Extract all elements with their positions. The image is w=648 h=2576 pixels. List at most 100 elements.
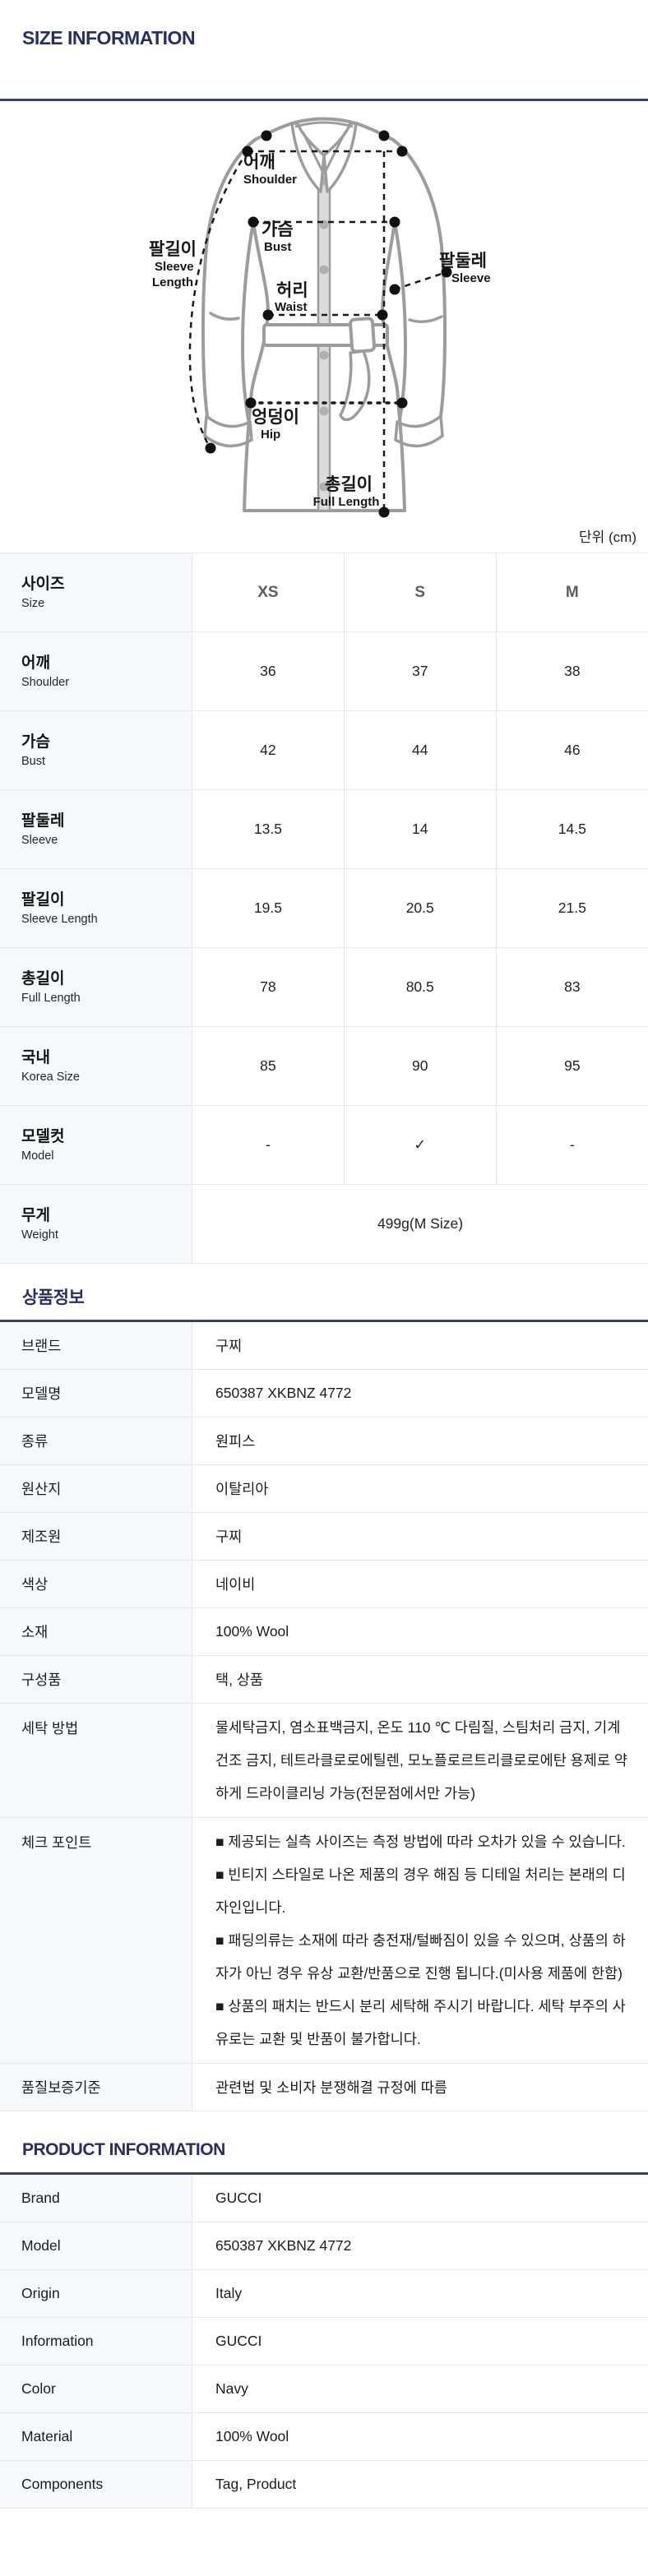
diagram-label-sleeve-length-en2: Length (152, 275, 193, 289)
row-value: Tag, Product (192, 2460, 648, 2509)
row-value: 택, 상품 (192, 1655, 648, 1704)
cell-value: 83 (496, 947, 648, 1027)
cell-value: 13.5 (192, 789, 345, 869)
row-origin-ko: 원산지 이탈리아 (0, 1464, 648, 1513)
cell-value: 14 (344, 789, 497, 869)
size-diagram-wrap: 어깨 Shoulder 가슴 Bust 허리 Waist 엉덩이 Hip 총길이… (0, 113, 648, 522)
row-information: Information GUCCI (0, 2317, 648, 2366)
cell-value: - (496, 1105, 648, 1185)
checkpoint-item: ■ 상품의 패치는 반드시 분리 세탁해 주시기 바랍니다. 세탁 부주의 사유… (215, 1998, 626, 2047)
cell-value: 37 (344, 631, 497, 711)
row-value: 네이비 (192, 1560, 648, 1608)
row-model: Model 650387 XKBNZ 4772 (0, 2222, 648, 2270)
diagram-label-sleeve-length-en1: Sleeve (155, 260, 194, 274)
row-label: 소재 (0, 1607, 192, 1656)
diagram-label-bust-ko: 가슴 (262, 220, 294, 239)
row-warranty: 품질보증기준 관련법 및 소비자 분쟁해결 규정에 따름 (0, 2063, 648, 2111)
diagram-label-full-length-ko: 총길이 (325, 475, 373, 494)
row-value: 650387 XKBNZ 4772 (192, 1369, 648, 1417)
cell-value: 90 (344, 1026, 497, 1106)
diagram-label-waist-en: Waist (275, 300, 307, 314)
size-table-row-sleeve-length: 팔길이 Sleeve Length 19.5 20.5 21.5 (0, 868, 648, 948)
size-table-row-full-length: 총길이 Full Length 78 80.5 83 (0, 947, 648, 1027)
measurement-dots (205, 130, 452, 518)
diagram-label-waist-ko: 허리 (276, 281, 308, 300)
row-washing: 세탁 방법 물세탁금지, 염소표백금지, 온도 110 ℃ 다림질, 스팀처리 … (0, 1703, 648, 1818)
size-table: 사이즈 Size XS S M 어깨 Shoulder 36 37 38 가슴 (0, 553, 648, 1264)
row-label: 품질보증기준 (0, 2063, 192, 2111)
size-table-row-korea-size: 국내 Korea Size 85 90 95 (0, 1026, 648, 1106)
size-table-row-shoulder: 어깨 Shoulder 36 37 38 (0, 631, 648, 711)
row-checkpoint: 체크 포인트 ■ 제공되는 실측 사이즈는 측정 방법에 따라 오차가 있을 수… (0, 1817, 648, 2064)
diagram-label-sleeve-round-en: Sleeve (451, 271, 491, 285)
row-label: 체크 포인트 (0, 1817, 192, 2064)
row-label: 국내 Korea Size (0, 1026, 192, 1106)
row-label: 총길이 Full Length (0, 947, 192, 1027)
row-value: Italy (192, 2269, 648, 2318)
row-label: 원산지 (0, 1464, 192, 1513)
diagram-label-shoulder-ko: 어깨 (243, 153, 275, 172)
row-label: Material (0, 2412, 192, 2461)
row-label: 모델명 (0, 1369, 192, 1417)
size-table-row-sleeve: 팔둘레 Sleeve 13.5 14 14.5 (0, 789, 648, 869)
row-label: 브랜드 (0, 1320, 192, 1370)
checkpoint-item: ■ 제공되는 실측 사이즈는 측정 방법에 따라 오차가 있을 수 있습니다. (215, 1834, 626, 1850)
diagram-label-shoulder-en: Shoulder (243, 173, 297, 187)
cell-value: 20.5 (344, 868, 497, 948)
row-value: 이탈리아 (192, 1464, 648, 1513)
row-brand: Brand GUCCI (0, 2173, 648, 2222)
cell-value: 78 (192, 947, 345, 1027)
model-check-cell: ✓ (344, 1105, 497, 1185)
cell-value: 19.5 (192, 868, 345, 948)
row-value: Navy (192, 2365, 648, 2413)
row-label: Origin (0, 2269, 192, 2318)
diagram-label-full-length-en: Full Length (313, 495, 380, 509)
cell-value: 46 (496, 710, 648, 790)
product-info-ko-table: 브랜드 구찌 모델명 650387 XKBNZ 4772 종류 원피스 원산지 … (0, 1320, 648, 2111)
row-label: 종류 (0, 1417, 192, 1465)
checkpoint-item: ■ 패딩의류는 소재에 따라 충전재/털빠짐이 있을 수 있으며, 상품의 하자… (215, 1932, 626, 1982)
diagram-label-sleeve-length-ko: 팔길이 (149, 240, 197, 259)
row-label: 어깨 Shoulder (0, 631, 192, 711)
row-label: 모델컷 Model (0, 1105, 192, 1185)
row-brand-ko: 브랜드 구찌 (0, 1320, 648, 1370)
row-label: 제조원 (0, 1512, 192, 1561)
row-components-ko: 구성품 택, 상품 (0, 1655, 648, 1704)
size-col-m: M (496, 553, 648, 632)
row-label: 가슴 Bust (0, 710, 192, 790)
bottom-whitespace (0, 2509, 648, 2568)
cell-value: 42 (192, 710, 345, 790)
row-value: GUCCI (192, 2173, 648, 2222)
unit-note: 단위 (cm) (579, 530, 636, 545)
product-information-title: PRODUCT INFORMATION (22, 2140, 225, 2159)
row-label: Brand (0, 2173, 192, 2222)
garment-measurement-diagram: 어깨 Shoulder 가슴 Bust 허리 Waist 엉덩이 Hip 총길이… (149, 117, 491, 518)
diagram-label-bust-en: Bust (264, 240, 291, 254)
measurement-lines (188, 150, 447, 512)
row-value: 650387 XKBNZ 4772 (192, 2222, 648, 2270)
row-material: Material 100% Wool (0, 2412, 648, 2461)
size-table-row-weight: 무게 Weight 499g(M Size) (0, 1184, 648, 1264)
row-value: 관련법 및 소비자 분쟁해결 규정에 따름 (192, 2063, 648, 2111)
size-col-s: S (344, 553, 497, 632)
row-label: Color (0, 2365, 192, 2413)
row-label: 팔둘레 Sleeve (0, 789, 192, 869)
garment-outline (201, 117, 447, 512)
row-label: 색상 (0, 1560, 192, 1608)
row-value: 원피스 (192, 1417, 648, 1465)
cell-value: 36 (192, 631, 345, 711)
row-color: Color Navy (0, 2365, 648, 2413)
row-label: 구성품 (0, 1655, 192, 1704)
weight-value: 499g(M Size) (192, 1184, 648, 1264)
row-value: 구찌 (192, 1320, 648, 1370)
size-information-title: SIZE INFORMATION (22, 27, 196, 49)
row-label: 무게 Weight (0, 1184, 192, 1264)
cell-value: 44 (344, 710, 497, 790)
row-label: Model (0, 2222, 192, 2270)
row-label: 팔길이 Sleeve Length (0, 868, 192, 948)
row-label: Information (0, 2317, 192, 2366)
row-components: Components Tag, Product (0, 2460, 648, 2509)
product-info-en-table: Brand GUCCI Model 650387 XKBNZ 4772 Orig… (0, 2172, 648, 2509)
diagram-label-hip-ko: 엉덩이 (252, 408, 299, 427)
